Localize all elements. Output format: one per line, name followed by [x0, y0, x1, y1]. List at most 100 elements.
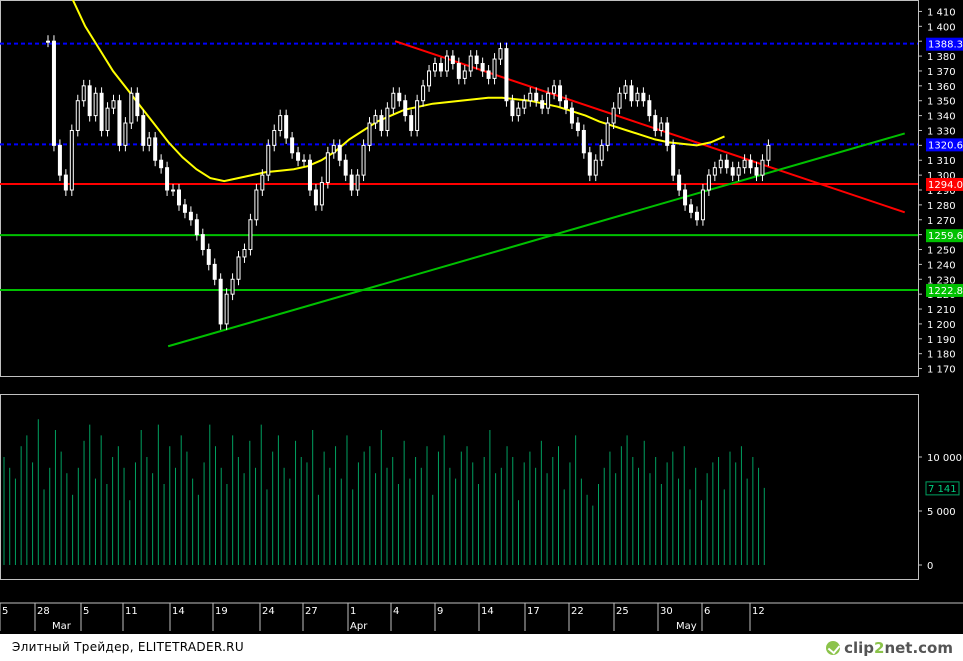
candle-body [105, 107, 110, 131]
footer-bar: Элитный Трейдер, ELITETRADER.RU clip2net… [0, 634, 963, 661]
level-label-bg [926, 37, 963, 51]
volume-bars [3, 419, 765, 565]
candle-body [671, 144, 676, 176]
candle-body [689, 204, 694, 213]
volume-panel-frame [0, 394, 919, 580]
candle-body [480, 63, 485, 72]
candle-body [558, 85, 563, 102]
level-label-blue_top: 1388.33 [928, 40, 963, 51]
month-label: Mar [52, 621, 72, 632]
candle-body [575, 122, 580, 131]
candle-body [623, 85, 628, 94]
footer-caption: Элитный Трейдер, ELITETRADER.RU [12, 640, 244, 654]
candle-body [706, 174, 711, 191]
candle-body [653, 115, 658, 131]
price-tick-label: 1 290 [927, 186, 956, 197]
candle-body [379, 115, 384, 131]
candle-body [307, 159, 312, 191]
candle-body [182, 204, 187, 213]
day-label: 5 [83, 606, 89, 617]
candle-body [718, 159, 723, 169]
price-tick-label: 1 200 [927, 320, 956, 331]
volume-last-label: 7 141 [925, 481, 960, 496]
candle-body [349, 174, 354, 191]
candle-body [724, 159, 729, 169]
volume-tick-label: 0 [927, 561, 933, 572]
candle-body [433, 63, 437, 72]
candle-body [57, 144, 62, 176]
day-label: 11 [125, 606, 138, 617]
candle-body [444, 55, 449, 72]
candle-body [46, 40, 50, 43]
price-tick-label: 1 210 [927, 305, 956, 316]
day-label: 27 [305, 606, 318, 617]
day-label: 1 [350, 606, 356, 617]
candle-body [510, 100, 515, 117]
candle-body [629, 85, 634, 102]
day-label: 6 [704, 606, 710, 617]
candle-body [141, 115, 146, 146]
candle-body [498, 48, 503, 60]
candle-body [337, 144, 342, 161]
price-tick-label: 1 240 [927, 260, 956, 271]
candle-body [754, 167, 759, 176]
month-label: May [676, 621, 697, 632]
candle-body [492, 58, 497, 79]
level-label-green_bottom: 1222.82 [928, 286, 963, 297]
price-tick-label: 1 270 [927, 216, 956, 227]
candle-body [748, 159, 753, 169]
day-label: 30 [660, 606, 673, 617]
level-label-blue_mid: 1320.67 [928, 140, 963, 151]
candle-body [284, 115, 289, 139]
price-tick-label: 1 170 [927, 365, 956, 376]
month-label: Apr [350, 621, 368, 632]
clip2net-logo[interactable]: clip2net.com [826, 637, 953, 658]
candle-body [266, 144, 271, 176]
candle-body [421, 85, 426, 102]
candle-body [385, 107, 390, 131]
candle-body [563, 100, 568, 109]
candle-body [69, 129, 74, 191]
price-tick-label: 1 190 [927, 335, 956, 346]
candle-body [81, 85, 86, 102]
candle-body [367, 122, 372, 146]
candle-body [438, 63, 443, 72]
candles [46, 35, 771, 330]
candle-body [605, 122, 610, 146]
candle-body [427, 70, 432, 87]
volume-last-value: 7 141 [928, 484, 957, 495]
price-tick-label: 1 180 [927, 350, 956, 361]
candle-body [153, 137, 158, 161]
day-label: 14 [481, 606, 494, 617]
price-tick-label: 1 350 [927, 97, 956, 108]
candle-body [242, 249, 247, 258]
candle-body [302, 159, 307, 162]
horizontal-levels[interactable] [0, 42, 918, 291]
price-panel-frame [0, 0, 919, 377]
price-tick-label: 1 410 [927, 7, 956, 18]
candle-body [516, 107, 521, 117]
candle-body [236, 256, 241, 280]
day-label: 24 [262, 606, 275, 617]
day-label: 25 [616, 606, 629, 617]
candle-body [194, 219, 199, 236]
candle-body [700, 189, 705, 221]
trend-lines[interactable] [167, 40, 906, 348]
candle-body [647, 100, 652, 117]
checkmark-icon [826, 640, 841, 655]
candle-body [474, 55, 479, 65]
candle-body [171, 189, 176, 192]
candle-body [391, 92, 396, 109]
price-tick-label: 1 230 [927, 275, 956, 286]
candle-body [373, 115, 378, 124]
candle-body [248, 219, 253, 251]
candle-body [147, 137, 152, 146]
candle-body [522, 100, 527, 109]
day-label: 14 [172, 606, 185, 617]
candle-body [135, 92, 140, 117]
candle-body [677, 174, 682, 191]
candle-body [51, 40, 56, 146]
level-label-bg [926, 138, 963, 152]
candle-body [712, 167, 717, 176]
